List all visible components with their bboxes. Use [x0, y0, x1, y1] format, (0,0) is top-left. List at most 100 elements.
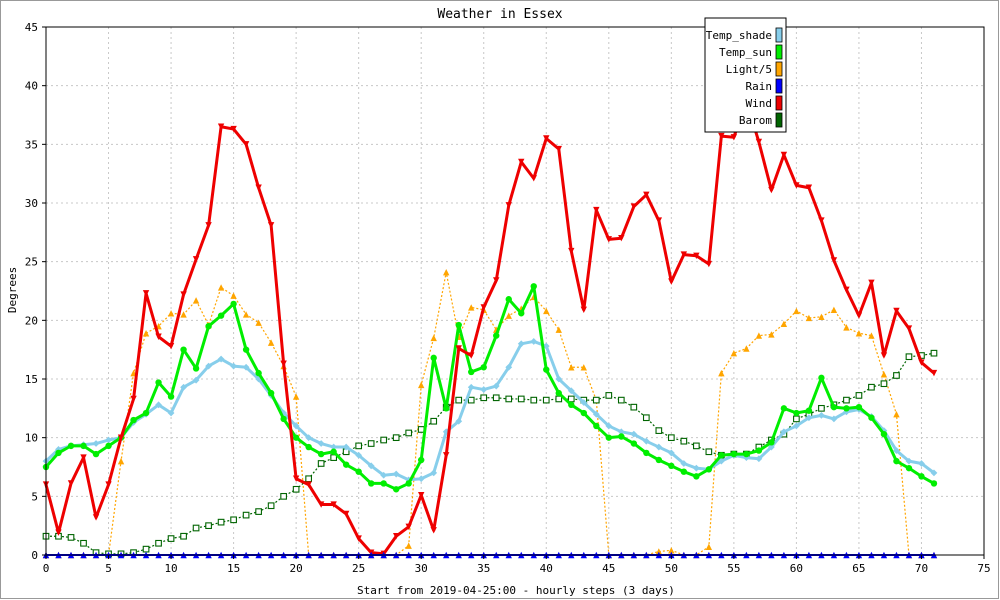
- data-point: [905, 457, 913, 465]
- data-point: [305, 481, 312, 488]
- data-point: [367, 440, 375, 447]
- data-point: [630, 203, 638, 210]
- data-point: [793, 415, 800, 423]
- data-point: [255, 319, 262, 326]
- data-point: [430, 527, 437, 534]
- data-point: [230, 516, 237, 524]
- data-point: [668, 462, 675, 470]
- data-point: [668, 278, 675, 285]
- x-tick-label: 30: [415, 562, 428, 575]
- data-point: [155, 333, 162, 340]
- data-point: [330, 443, 338, 451]
- y-tick-label: 25: [25, 256, 38, 269]
- data-point: [630, 403, 638, 411]
- data-point: [517, 395, 525, 403]
- data-point: [430, 334, 437, 342]
- data-point: [117, 457, 125, 465]
- data-point: [818, 217, 825, 224]
- data-point: [155, 539, 162, 547]
- data-point: [567, 395, 575, 403]
- data-point: [830, 403, 838, 411]
- data-point: [793, 307, 800, 315]
- data-point: [117, 434, 125, 441]
- data-point: [280, 409, 288, 417]
- data-point: [767, 443, 775, 451]
- data-point: [580, 399, 588, 406]
- data-point: [530, 338, 538, 345]
- data-point: [405, 429, 413, 437]
- data-point: [580, 409, 587, 417]
- data-point: [142, 545, 150, 553]
- data-point: [693, 473, 700, 480]
- data-point: [855, 330, 863, 337]
- data-point: [643, 449, 650, 457]
- data-point: [668, 547, 675, 554]
- x-tick-label: 50: [665, 562, 678, 575]
- x-tick-label: 55: [727, 562, 740, 575]
- data-point: [642, 414, 650, 422]
- legend-label: Temp_shade: [706, 29, 772, 42]
- data-point: [255, 508, 262, 515]
- data-point: [768, 439, 775, 446]
- data-point: [317, 460, 325, 467]
- data-point: [80, 442, 87, 450]
- data-point: [542, 396, 550, 404]
- data-point: [805, 314, 813, 322]
- data-point: [855, 403, 863, 411]
- y-tick-label: 35: [25, 138, 38, 151]
- data-point: [618, 235, 625, 242]
- data-point: [430, 417, 438, 425]
- data-point: [880, 380, 888, 388]
- data-point: [843, 396, 850, 404]
- data-point: [642, 437, 650, 445]
- y-axis-label: Degrees: [6, 267, 19, 313]
- data-point: [555, 389, 562, 397]
- data-point: [230, 292, 237, 299]
- data-point: [142, 290, 150, 297]
- x-tick-label: 45: [602, 562, 615, 575]
- data-point: [493, 332, 500, 339]
- data-point: [893, 411, 900, 418]
- data-point: [830, 257, 838, 264]
- data-point: [918, 473, 925, 480]
- data-point: [267, 389, 275, 397]
- legend-swatch: [775, 44, 783, 60]
- data-point: [480, 386, 488, 393]
- data-point: [292, 485, 300, 493]
- data-point: [530, 175, 537, 182]
- data-point: [305, 443, 312, 451]
- data-point: [405, 523, 412, 531]
- data-point: [305, 434, 313, 442]
- data-point: [467, 396, 475, 404]
- data-point: [217, 518, 225, 526]
- data-point: [718, 132, 725, 140]
- data-point: [417, 475, 425, 483]
- data-point: [342, 443, 350, 451]
- data-point: [230, 300, 237, 308]
- data-point: [880, 371, 888, 378]
- data-point: [355, 451, 363, 459]
- data-point: [517, 340, 525, 348]
- data-point: [242, 311, 250, 318]
- data-point: [568, 364, 575, 371]
- data-point: [705, 543, 713, 550]
- data-point: [355, 468, 362, 475]
- series-wind: [42, 97, 938, 558]
- data-point: [242, 141, 250, 148]
- y-tick-label: 30: [25, 197, 38, 210]
- data-point: [392, 470, 400, 478]
- y-tick-label: 10: [25, 432, 38, 445]
- x-tick-label: 35: [477, 562, 490, 575]
- data-point: [242, 511, 250, 519]
- data-point: [280, 415, 287, 423]
- data-point: [818, 404, 825, 412]
- x-tick-label: 5: [105, 562, 112, 575]
- data-point: [167, 393, 175, 400]
- data-point: [780, 428, 788, 436]
- data-point: [543, 135, 550, 142]
- y-tick-label: 45: [25, 21, 38, 34]
- data-point: [205, 222, 212, 229]
- data-point: [180, 532, 187, 540]
